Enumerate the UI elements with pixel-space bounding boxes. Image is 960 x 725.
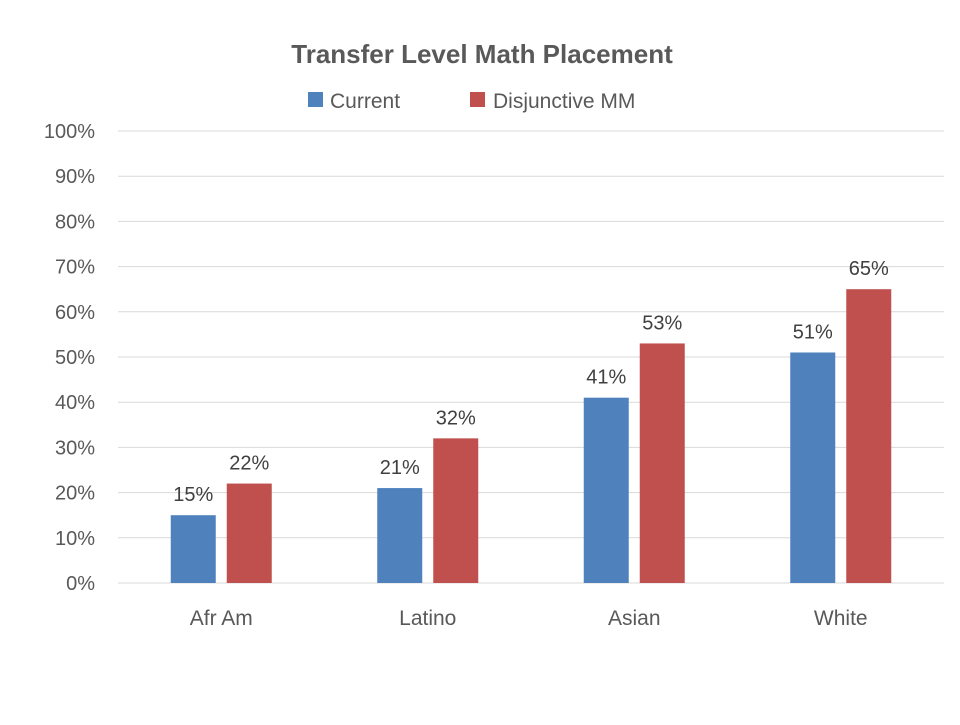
y-tick-label: 100% bbox=[44, 121, 95, 143]
y-tick-label: 20% bbox=[55, 483, 95, 505]
y-tick-label: 90% bbox=[55, 166, 95, 188]
y-tick-label: 80% bbox=[55, 211, 95, 233]
y-tick-label: 30% bbox=[55, 437, 95, 459]
y-tick-label: 70% bbox=[55, 257, 95, 279]
y-tick-label: 0% bbox=[66, 573, 95, 595]
data-labels: 15% 22% 21% 32% 41% 53% 51% 65% bbox=[173, 258, 889, 506]
x-category-label: Latino bbox=[399, 607, 456, 630]
x-category-label: Afr Am bbox=[190, 607, 253, 630]
legend-swatch-disjunctive-mm bbox=[470, 92, 485, 107]
data-label: 22% bbox=[229, 453, 269, 475]
legend-swatch-current bbox=[308, 92, 323, 107]
data-label: 21% bbox=[380, 457, 420, 479]
data-label: 51% bbox=[793, 321, 833, 343]
bars bbox=[170, 289, 892, 583]
y-tick-label: 50% bbox=[55, 347, 95, 369]
bar-disjunctive-mm-latino bbox=[433, 438, 479, 583]
legend-label-disjunctive-mm: Disjunctive MM bbox=[493, 90, 635, 113]
data-label: 32% bbox=[436, 407, 476, 429]
data-label: 41% bbox=[586, 367, 626, 389]
y-axis-ticks: 0% 10% 20% 30% 40% 50% 60% 70% 80% 90% 100% bbox=[44, 121, 95, 595]
bar-disjunctive-mm-white bbox=[846, 289, 892, 583]
y-tick-label: 40% bbox=[55, 392, 95, 414]
y-tick-label: 10% bbox=[55, 528, 95, 550]
x-axis-categories: Afr Am Latino Asian White bbox=[190, 607, 868, 630]
chart-title: Transfer Level Math Placement bbox=[291, 39, 673, 69]
x-category-label: Asian bbox=[608, 607, 661, 630]
legend-label-current: Current bbox=[330, 90, 400, 113]
legend: Current Disjunctive MM bbox=[308, 90, 635, 113]
bar-disjunctive-mm-afr-am bbox=[226, 483, 272, 583]
data-label: 15% bbox=[173, 484, 213, 506]
x-category-label: White bbox=[814, 607, 868, 630]
bar-current-latino bbox=[377, 488, 423, 583]
y-tick-label: 60% bbox=[55, 302, 95, 324]
bar-disjunctive-mm-asian bbox=[639, 343, 685, 583]
data-label: 65% bbox=[849, 258, 889, 280]
bar-current-afr-am bbox=[170, 515, 216, 583]
bar-current-asian bbox=[583, 397, 629, 583]
data-label: 53% bbox=[642, 312, 682, 334]
bar-current-white bbox=[790, 352, 836, 583]
